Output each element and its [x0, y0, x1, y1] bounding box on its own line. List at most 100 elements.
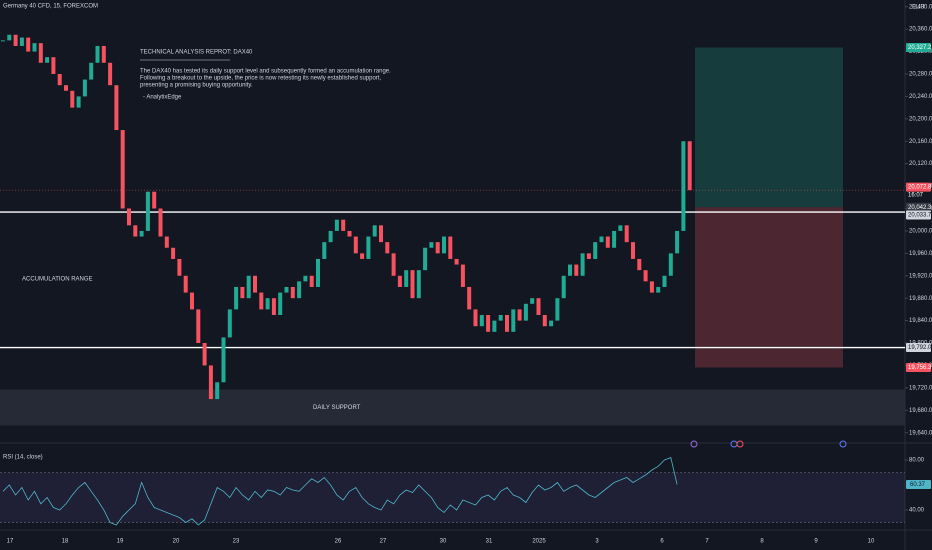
x-tick-label: 9 [814, 539, 818, 545]
candle [7, 34, 12, 41]
candle [612, 230, 617, 248]
candle [316, 258, 320, 287]
candle [542, 315, 547, 327]
candle [221, 337, 226, 383]
last-price-label-box [906, 182, 931, 192]
candle [624, 225, 629, 243]
symbol-title[interactable]: Germany 40 CFD, 15, FOREXCOM [3, 4, 98, 10]
candle [133, 225, 138, 237]
candle [681, 141, 686, 231]
entry-label-box [906, 202, 931, 212]
x-tick-label: 10 [868, 539, 875, 545]
x-tick-label: 2025 [532, 539, 546, 545]
candle [89, 62, 94, 80]
candle [391, 253, 396, 276]
candle [586, 253, 591, 259]
candle [397, 275, 402, 287]
note-line: presenting a promising buying opportunit… [140, 83, 253, 89]
candle [234, 286, 239, 310]
candle [675, 230, 680, 254]
candle [215, 382, 220, 400]
candle [127, 208, 131, 226]
candle [429, 242, 434, 248]
candle [460, 264, 465, 287]
candle [284, 286, 289, 293]
candle [171, 247, 176, 259]
x-tick-label: 19 [117, 539, 124, 545]
candle [593, 242, 598, 259]
candle [108, 62, 113, 86]
candle [448, 236, 453, 259]
x-tick-label: 18 [62, 539, 69, 545]
x-tick-label: 30 [440, 539, 447, 545]
candle [1, 40, 5, 42]
candle [26, 37, 31, 52]
candle [297, 281, 302, 299]
event-icon[interactable] [839, 440, 847, 448]
candle [145, 191, 150, 231]
candle [599, 236, 604, 243]
candle [57, 73, 62, 86]
candle [555, 298, 560, 321]
rsi-value-label: 60.37 [910, 482, 926, 488]
x-tick-label: 8 [760, 539, 764, 545]
currency[interactable]: EUR [912, 5, 925, 11]
candle [190, 292, 194, 310]
candle [536, 298, 541, 316]
candle [379, 225, 383, 243]
candle [139, 230, 144, 237]
entry-label: 20,042.3 [908, 205, 932, 211]
candle [334, 219, 339, 231]
candle [271, 298, 276, 316]
candle [32, 43, 37, 52]
event-icon[interactable] [690, 440, 698, 448]
candle [303, 275, 308, 282]
note-line: The DAX40 has tested its daily support l… [140, 69, 391, 75]
countdown: 16:07 [908, 193, 924, 199]
candle [152, 191, 157, 209]
target-label-box [906, 43, 931, 53]
candle [486, 315, 491, 332]
candle [410, 270, 415, 299]
candle [259, 292, 264, 310]
candle [101, 45, 106, 63]
candle [385, 242, 390, 254]
candle [278, 292, 283, 316]
candle [114, 85, 119, 131]
candle [290, 286, 295, 299]
candle [656, 286, 661, 293]
event-icon[interactable] [736, 440, 744, 448]
candle [265, 298, 270, 310]
candle [13, 34, 18, 46]
note-line: Following a breakout to the upside, the … [140, 76, 381, 82]
candle [341, 219, 346, 231]
rsi-tick-label: 80.00 [909, 458, 925, 464]
rsi-line [2, 456, 678, 526]
candle [467, 286, 472, 310]
candle [687, 141, 692, 191]
candle [416, 270, 421, 299]
annotation: DAILY SUPPORT [313, 405, 361, 411]
y-tick-label: 19,640.0 [909, 430, 932, 436]
candle [51, 57, 56, 74]
candle [668, 253, 673, 276]
y-tick-label: 20,400.0 [909, 4, 932, 10]
stop-label: 19,756.3 [908, 365, 932, 371]
y-tick-label: 20,160.0 [909, 139, 932, 145]
last-price-label: 20,072.8 [908, 185, 932, 191]
y-tick-label: 20,360.0 [909, 27, 932, 33]
candle [309, 275, 314, 287]
y-tick-label: 20,240.0 [909, 94, 932, 100]
level-label: 20,033.7 [908, 213, 932, 219]
y-tick-label: 19,960.0 [909, 251, 932, 257]
candle [164, 236, 169, 248]
x-tick-label: 6 [660, 539, 664, 545]
x-tick-label: 23 [233, 539, 240, 545]
target-zone [695, 47, 843, 208]
rsi-tick-label: 40.00 [909, 508, 925, 514]
candle [246, 275, 251, 299]
candle [473, 309, 478, 327]
chart-layer: ACCUMULATION RANGE DAILY SUPPORT 20,400.0 2… [0, 4, 932, 545]
